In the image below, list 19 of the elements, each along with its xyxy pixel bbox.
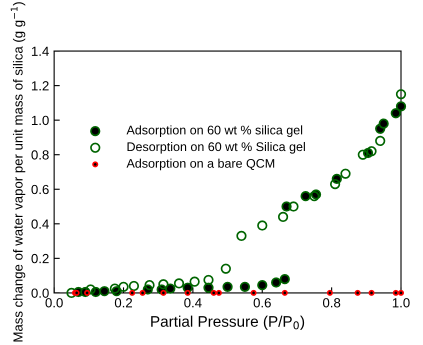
x-tick-label: 0.0: [45, 298, 63, 308]
x-tick-label: 0.8: [322, 298, 340, 308]
y-tick-label: 1.4: [32, 46, 49, 56]
y-tick-label: 0.8: [31, 150, 49, 160]
y-tick-label: 0.6: [31, 184, 49, 194]
y-tick-label: 0.2: [31, 254, 49, 264]
x-tick-label: 1.0: [392, 298, 410, 308]
x-tick-label: 0.6: [254, 298, 271, 308]
y-tick-label: 1.2: [32, 81, 49, 90]
x-tick-label: 0.4: [184, 298, 202, 308]
x-tick-label: 0.2: [114, 298, 132, 308]
y-tick-label: 0.4: [31, 219, 49, 229]
legend-label: Adsorption on 60 wt % silica gel: [126, 125, 302, 137]
x-axis-title: Partial Pressure (P/P$_{0}$): [151, 316, 304, 330]
y-tick-label: 0.0: [31, 288, 49, 298]
y-axis-title: Mass change of water vapor per unit mass of silica (g g$^{−1}$): [10, 2, 26, 342]
y-tick-label: 1.0: [32, 116, 49, 126]
legend-label: Desorption on 60 wt % Silica gel: [128, 142, 305, 154]
legend-label: Adsorption on a bare QCM: [126, 158, 274, 170]
